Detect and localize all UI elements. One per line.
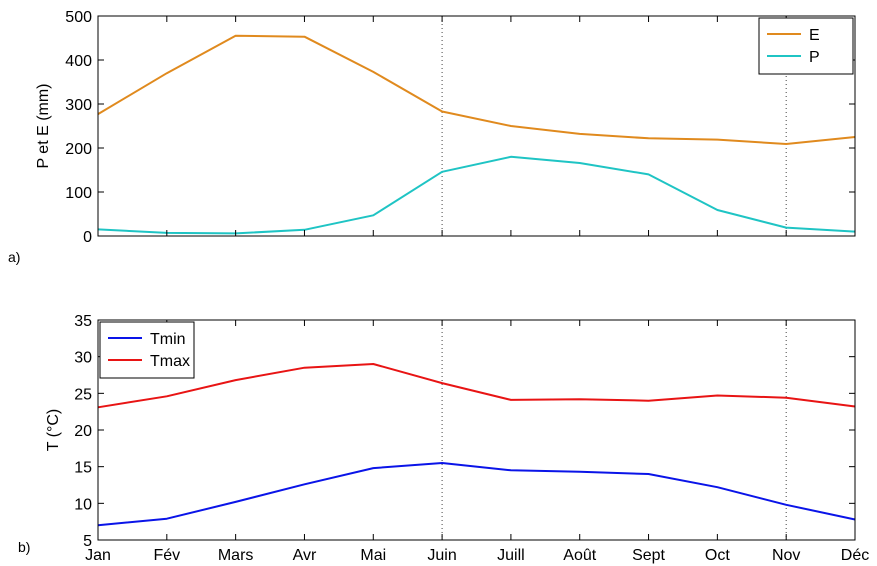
x-tick-label: Nov: [772, 547, 800, 564]
y-tick-label: 500: [65, 9, 92, 26]
x-tick-label: Mars: [218, 547, 254, 564]
x-tick-label: Déc: [841, 547, 869, 564]
x-tick-label: Jan: [85, 547, 111, 564]
y-tick-label: 15: [74, 460, 92, 477]
series-line-tmin: [97, 462, 856, 527]
y-tick-label: 35: [74, 313, 92, 330]
x-tick-label: Sept: [632, 547, 665, 564]
panel-label: b): [18, 539, 30, 555]
x-tick-label: Août: [563, 547, 596, 564]
y-tick-label: 10: [74, 496, 92, 513]
x-tick-label: Fév: [153, 547, 180, 564]
series-line-p: [97, 155, 856, 235]
y-tick-label: 30: [74, 350, 92, 367]
y-tick-label: 25: [74, 386, 92, 403]
plot-frame: [97, 15, 856, 237]
panel-label: a): [8, 249, 20, 265]
legend-entry: Tmin: [150, 331, 186, 348]
y-tick-label: 400: [65, 53, 92, 70]
y-tick-label: 5: [83, 533, 92, 550]
y-tick-label: 100: [65, 185, 92, 202]
y-tick-label: 0: [83, 229, 92, 246]
y-tick-label: 300: [65, 97, 92, 114]
x-tick-label: Oct: [705, 547, 730, 564]
y-axis-label: T (°C): [45, 409, 62, 452]
x-tick-label: Juill: [497, 547, 525, 564]
x-tick-label: Mai: [360, 547, 386, 564]
legend-entry: E: [809, 27, 820, 44]
y-tick-label: 20: [74, 423, 92, 440]
legend-entry: Tmax: [150, 353, 190, 370]
y-tick-label: 200: [65, 141, 92, 158]
legend-entry: P: [809, 49, 820, 66]
x-tick-label: Avr: [293, 547, 317, 564]
y-axis-label: P et E (mm): [35, 83, 52, 168]
series-line-e: [97, 34, 856, 145]
legend-box: [99, 321, 195, 379]
x-tick-label: Juin: [427, 547, 456, 564]
legend-box: [758, 17, 854, 75]
series-line-tmax: [97, 363, 856, 409]
